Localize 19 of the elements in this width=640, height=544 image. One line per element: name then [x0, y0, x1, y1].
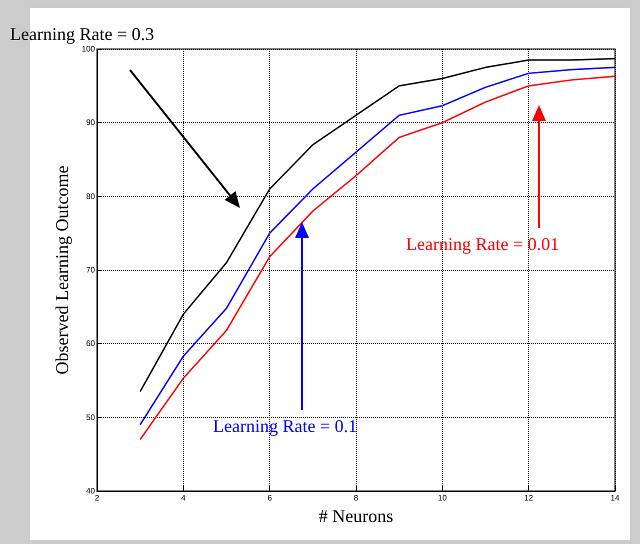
y-tick-label: 100 — [82, 44, 96, 54]
y-tick-label: 60 — [86, 339, 96, 348]
annotation: Learning Rate = 0.01 — [406, 234, 560, 254]
text: Learning Rate = 0.3 — [10, 24, 154, 44]
y-tick-label: 70 — [86, 266, 96, 274]
x-tick-label: 14 — [610, 494, 620, 502]
y-tick-label: 50 — [86, 412, 96, 422]
x-tick-label: 2 — [94, 494, 100, 502]
x-tick-label: 4 — [181, 494, 186, 502]
x-tick-label: 8 — [354, 494, 359, 502]
y-tick-label: 40 — [86, 486, 96, 496]
y-axis-title: Observed Learning Outcome — [52, 166, 72, 374]
y-tick-label: 90 — [86, 118, 96, 128]
annotation: Learning Rate = 0.1 — [213, 416, 358, 436]
x-axis-title: # Neurons — [318, 506, 394, 526]
x-tick-label: 12 — [524, 494, 534, 502]
y-tick-label: 80 — [86, 192, 96, 201]
x-tick-label: 6 — [267, 494, 272, 502]
x-tick-label: 10 — [438, 494, 448, 502]
